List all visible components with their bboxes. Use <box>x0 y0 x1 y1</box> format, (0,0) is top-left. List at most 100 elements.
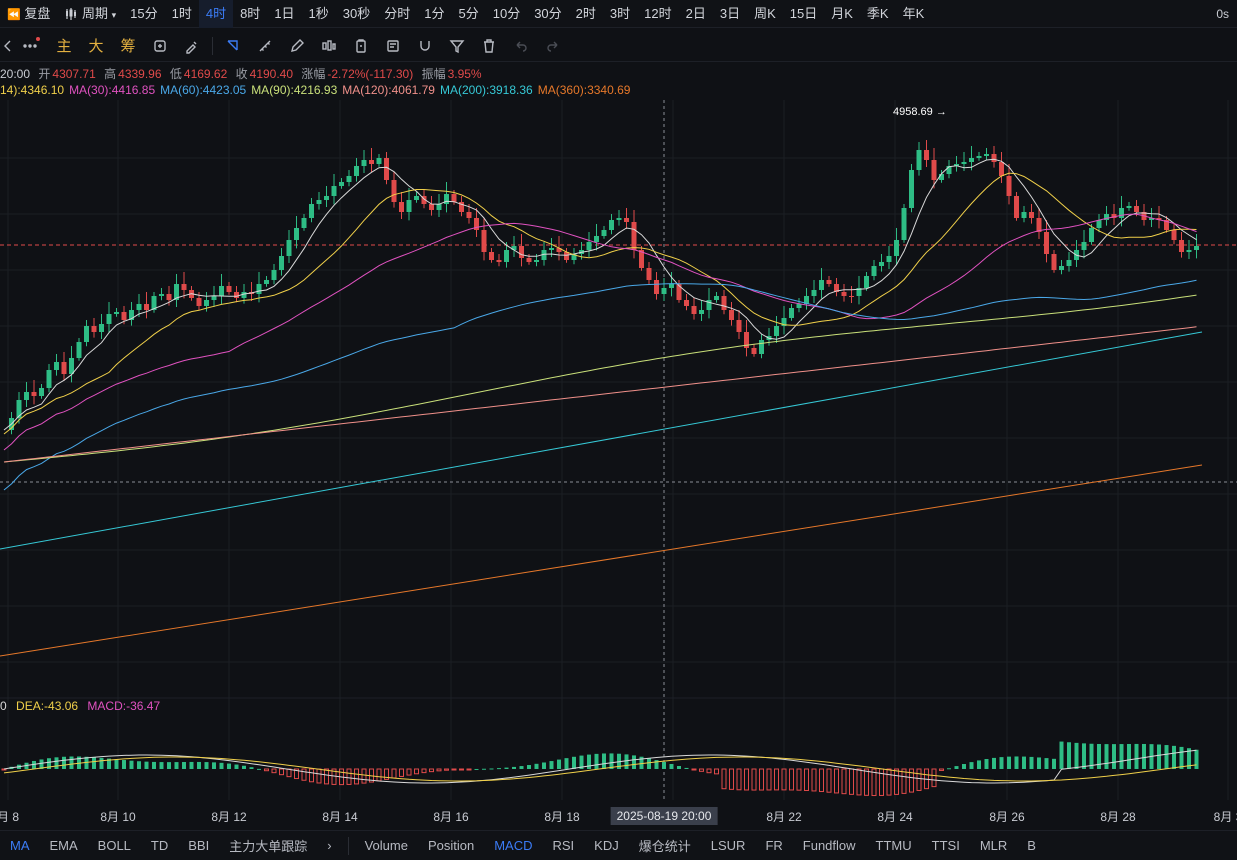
trash-icon[interactable] <box>473 30 505 62</box>
interval-9[interactable]: 5分 <box>458 5 479 21</box>
candle-body <box>46 370 52 388</box>
interval-0[interactable]: 15分 <box>130 5 158 21</box>
macd-bar <box>227 763 231 769</box>
macd-bar <box>1172 745 1176 769</box>
candle-body <box>961 162 967 164</box>
interval-13[interactable]: 3时 <box>609 5 631 21</box>
sub-indicator-11[interactable]: MLR <box>979 838 1008 853</box>
chips-toggle[interactable]: 筹 <box>120 38 136 55</box>
collapse-icon[interactable] <box>0 30 16 62</box>
candle-body <box>1149 218 1154 220</box>
interval-2[interactable]: 4时 <box>198 0 234 28</box>
interval-20[interactable]: 季K <box>866 5 889 21</box>
main-indicator-2[interactable]: BOLL <box>97 838 131 853</box>
indicator-divider <box>347 836 349 855</box>
sub-indicator-7[interactable]: FR <box>765 838 783 853</box>
candle-body <box>984 154 989 156</box>
sub-indicator-3[interactable]: RSI <box>552 838 575 853</box>
macd-bar <box>264 768 269 772</box>
main-indicator-3[interactable]: TD <box>150 838 169 853</box>
note-icon[interactable] <box>377 30 409 62</box>
interval-15[interactable]: 2日 <box>685 5 706 21</box>
amplitude-value: 3.95% <box>447 67 482 81</box>
candles-icon[interactable] <box>313 30 345 62</box>
more-icon[interactable] <box>16 30 48 62</box>
brush-icon[interactable] <box>176 30 208 62</box>
filter-icon[interactable] <box>441 30 473 62</box>
interval-19[interactable]: 月K <box>831 5 853 21</box>
candle-body <box>1066 260 1072 266</box>
sub-indicator-9[interactable]: TTMU <box>875 838 912 853</box>
period-dropdown[interactable]: 周期 ▾ <box>57 0 123 28</box>
interval-4[interactable]: 1日 <box>274 5 295 21</box>
macd-bar <box>144 761 149 769</box>
macd-bar <box>54 757 59 769</box>
ruler-icon[interactable] <box>249 30 281 62</box>
main-indicator-4[interactable]: BBI <box>188 838 210 853</box>
main-indicator-0[interactable]: MA <box>10 838 30 853</box>
candle-body <box>324 196 329 200</box>
candle-body <box>361 160 367 166</box>
macd-bar <box>1059 741 1064 769</box>
candle-body <box>826 280 832 284</box>
interval-16[interactable]: 3日 <box>719 5 741 21</box>
main-chart-toggle[interactable]: 主 <box>56 38 72 55</box>
price-chart[interactable]: 4958.69 → <box>0 100 1237 800</box>
interval-18[interactable]: 15日 <box>789 5 818 21</box>
macd-bar <box>811 768 817 792</box>
sub-indicator-10[interactable]: TTSI <box>931 838 960 853</box>
macd-bar <box>594 753 599 769</box>
candle-body <box>661 288 667 294</box>
sub-indicator-6[interactable]: LSUR <box>710 838 746 853</box>
candle-body <box>504 250 509 262</box>
candle-body <box>1156 218 1162 220</box>
interval-21[interactable]: 年K <box>902 5 925 21</box>
candle-body <box>864 276 869 288</box>
sub-indicator-list: Volume Position MACD RSI KDJ 爆仓统计 LSUR FR Fundfl… <box>355 836 1046 855</box>
candle-body <box>1059 266 1064 270</box>
interval-8[interactable]: 1分 <box>424 5 445 21</box>
macd-bar <box>1044 758 1049 769</box>
macd-bar <box>684 767 689 769</box>
clipboard-icon[interactable] <box>345 30 377 62</box>
restore-button[interactable]: ⏪ 复盘 <box>0 0 57 28</box>
candle-body <box>459 202 464 212</box>
sub-indicator-5[interactable]: 爆仓统计 <box>638 839 691 854</box>
time-tick: 8月 18 <box>544 810 580 824</box>
interval-7[interactable]: 分时 <box>384 5 411 21</box>
sub-indicator-0[interactable]: Volume <box>364 838 408 853</box>
undo-icon[interactable] <box>505 30 537 62</box>
chevron-right-icon[interactable]: › <box>327 838 332 853</box>
candle-body <box>451 194 457 202</box>
ma-legend-item: MA(360):3340.69 <box>537 83 631 97</box>
cursor-tool-icon[interactable] <box>217 30 249 62</box>
macd-bar <box>451 768 457 771</box>
pencil-icon[interactable] <box>281 30 313 62</box>
sub-indicator-12[interactable]: B <box>1027 838 1036 853</box>
magnet-icon[interactable] <box>409 30 441 62</box>
candle-body <box>264 280 269 284</box>
sub-indicator-4[interactable]: KDJ <box>594 838 619 853</box>
candle-body <box>751 348 757 354</box>
candle-body <box>706 300 712 310</box>
sync-icon[interactable] <box>144 30 176 62</box>
interval-3[interactable]: 8时 <box>240 5 261 21</box>
macd-bar <box>714 768 719 775</box>
macd-bar <box>167 762 171 769</box>
sub-indicator-2[interactable]: MACD <box>494 838 533 853</box>
interval-12[interactable]: 2时 <box>575 5 596 21</box>
big-order-toggle[interactable]: 大 <box>88 38 104 55</box>
interval-10[interactable]: 10分 <box>492 5 521 21</box>
main-indicator-5[interactable]: 主力大单跟踪 <box>229 839 308 854</box>
interval-5[interactable]: 1秒 <box>308 5 329 21</box>
interval-14[interactable]: 12时 <box>644 5 672 21</box>
interval-1[interactable]: 1时 <box>171 5 192 21</box>
sub-indicator-1[interactable]: Position <box>427 838 475 853</box>
interval-17[interactable]: 周K <box>754 5 776 21</box>
sub-indicator-8[interactable]: Fundflow <box>802 838 856 853</box>
candle-body <box>571 254 577 260</box>
redo-icon[interactable] <box>537 30 569 62</box>
interval-11[interactable]: 30分 <box>534 5 562 21</box>
main-indicator-1[interactable]: EMA <box>49 838 78 853</box>
interval-6[interactable]: 30秒 <box>342 5 371 21</box>
